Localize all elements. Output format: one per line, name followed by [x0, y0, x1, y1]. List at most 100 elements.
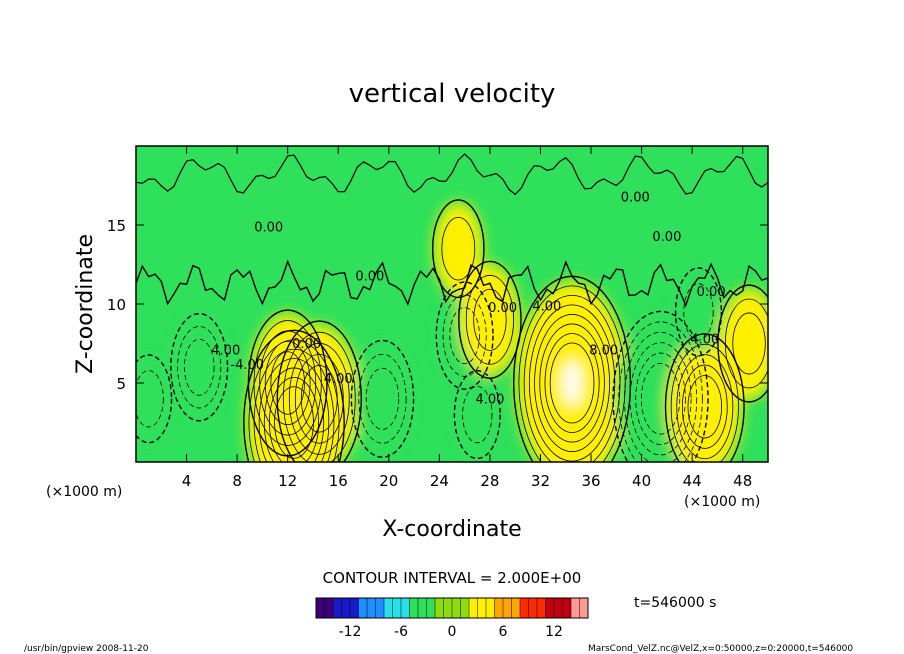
- colorbar-segment: [579, 598, 589, 618]
- chart-title: vertical velocity: [349, 79, 556, 109]
- colorbar-segment: [409, 598, 419, 618]
- colorbar-tick-label: 6: [499, 624, 508, 640]
- colorbar-segment: [324, 598, 334, 618]
- colorbar-segment: [333, 598, 342, 618]
- contour-label: 0.00: [652, 230, 681, 245]
- contour-line: [732, 312, 766, 375]
- y-axis: 5 10 15: [107, 217, 768, 393]
- contour-line: [253, 348, 335, 462]
- x-tick-label: 28: [480, 472, 499, 490]
- field-cell: [455, 372, 500, 457]
- x-tick-label: 48: [733, 472, 752, 490]
- colorbar-segment: [554, 598, 563, 618]
- x-unit-left: (×1000 m): [46, 484, 122, 500]
- contour-line: [534, 314, 611, 452]
- contour-line: [258, 358, 330, 462]
- colorbar-segment: [469, 598, 478, 618]
- contour-line: [624, 331, 698, 462]
- contour-line: [274, 386, 314, 459]
- contour-line: [549, 342, 595, 424]
- x-tick-label: 32: [531, 472, 550, 490]
- contour-line: [177, 326, 222, 409]
- contour-line: [442, 294, 487, 377]
- contour-line: [350, 339, 415, 458]
- y-tick-label: 15: [107, 217, 126, 235]
- contour-line: [276, 320, 362, 462]
- y-tick-label: 5: [116, 375, 126, 393]
- colorbar-segment: [418, 598, 427, 618]
- contour-line: [264, 340, 311, 426]
- contour-line: [670, 343, 739, 462]
- x-tick-label: 8: [232, 472, 242, 490]
- colorbar-segment: [375, 598, 385, 618]
- x-tick-label: 16: [329, 472, 348, 490]
- contour-line: [449, 307, 480, 365]
- contour-line: [539, 323, 605, 443]
- contour-line-zero: [136, 259, 768, 308]
- y-axis-label: Z-coordinate: [73, 234, 98, 374]
- contour-line: [243, 329, 345, 462]
- colorbar-segment: [384, 598, 393, 618]
- field-cell: [172, 316, 227, 419]
- contour-line: [717, 284, 768, 403]
- colorbar-tick-label: -12: [339, 624, 362, 640]
- contour-label: 0.00: [254, 220, 283, 235]
- contour-line: [300, 365, 338, 433]
- contour-line: [681, 364, 728, 449]
- contour-line: [635, 352, 686, 445]
- footer-left: /usr/bin/gpview 2008-11-20: [24, 644, 149, 654]
- contour-line: [674, 267, 723, 357]
- contour-line: [664, 333, 745, 462]
- colorbar-segment: [392, 598, 402, 618]
- field-cell: [676, 270, 721, 354]
- contour-label: 4.00: [532, 299, 561, 314]
- x-tick-label: 40: [632, 472, 651, 490]
- colorbar-segment: [537, 598, 546, 618]
- contour-label: 4.00: [475, 393, 504, 408]
- x-unit-right: (×1000 m): [684, 494, 760, 510]
- colorbar-segment: [511, 598, 521, 618]
- contour-line: [288, 342, 350, 455]
- colorbar-segment: [316, 598, 325, 618]
- colorbar-segment: [477, 598, 487, 618]
- field-cell-peak: [563, 361, 582, 405]
- contour-line: [294, 353, 344, 444]
- contour-line: [170, 312, 229, 422]
- contour-line: [528, 304, 616, 462]
- colorbar-segment: [350, 598, 359, 618]
- contour-line: [270, 351, 305, 415]
- contour-label: 4.00: [211, 344, 240, 359]
- contour-line: [453, 370, 501, 460]
- contour-line: [640, 363, 681, 435]
- colorbar-segment: [486, 598, 495, 618]
- x-tick-label: 20: [379, 472, 398, 490]
- contour-label: 0.00: [355, 269, 384, 284]
- contour-line: [612, 310, 709, 462]
- x-tick-label: 4: [182, 472, 192, 490]
- x-axis: 4 8 12 16 20 24 28 32 36 40 44 48: [182, 146, 752, 490]
- contour-line: [676, 354, 734, 460]
- colorbar-segment: [401, 598, 410, 618]
- field-cell: [433, 202, 483, 296]
- colorbar-tick-label: 0: [448, 624, 457, 640]
- colorbar-segment: [426, 598, 436, 618]
- colorbar-segment: [460, 598, 470, 618]
- colorbar-ticks: -12 -6 0 6 12: [339, 624, 563, 640]
- contour-label: 0.00: [697, 285, 726, 300]
- contour-label: 4.00: [324, 372, 353, 387]
- colorbar-frame: [315, 597, 589, 619]
- contour-label: 4.00: [690, 333, 719, 348]
- contour-line: [282, 331, 356, 462]
- contour-labels: 0.004.00 0.000.000.00-4.004.004.000.004.0…: [211, 190, 725, 407]
- colorbar-segment: [358, 598, 368, 618]
- colorbar-segment: [520, 598, 529, 618]
- colorbar-segment: [562, 598, 572, 618]
- contour-line: [473, 288, 507, 351]
- contour-label: 8.00: [589, 344, 618, 359]
- contour-interval-label: CONTOUR INTERVAL = 2.000E+00: [323, 569, 582, 587]
- colorbar-segment: [503, 598, 512, 618]
- contour-line: [523, 294, 621, 462]
- y-tick-label: 10: [107, 296, 126, 314]
- plot-area: [136, 146, 768, 462]
